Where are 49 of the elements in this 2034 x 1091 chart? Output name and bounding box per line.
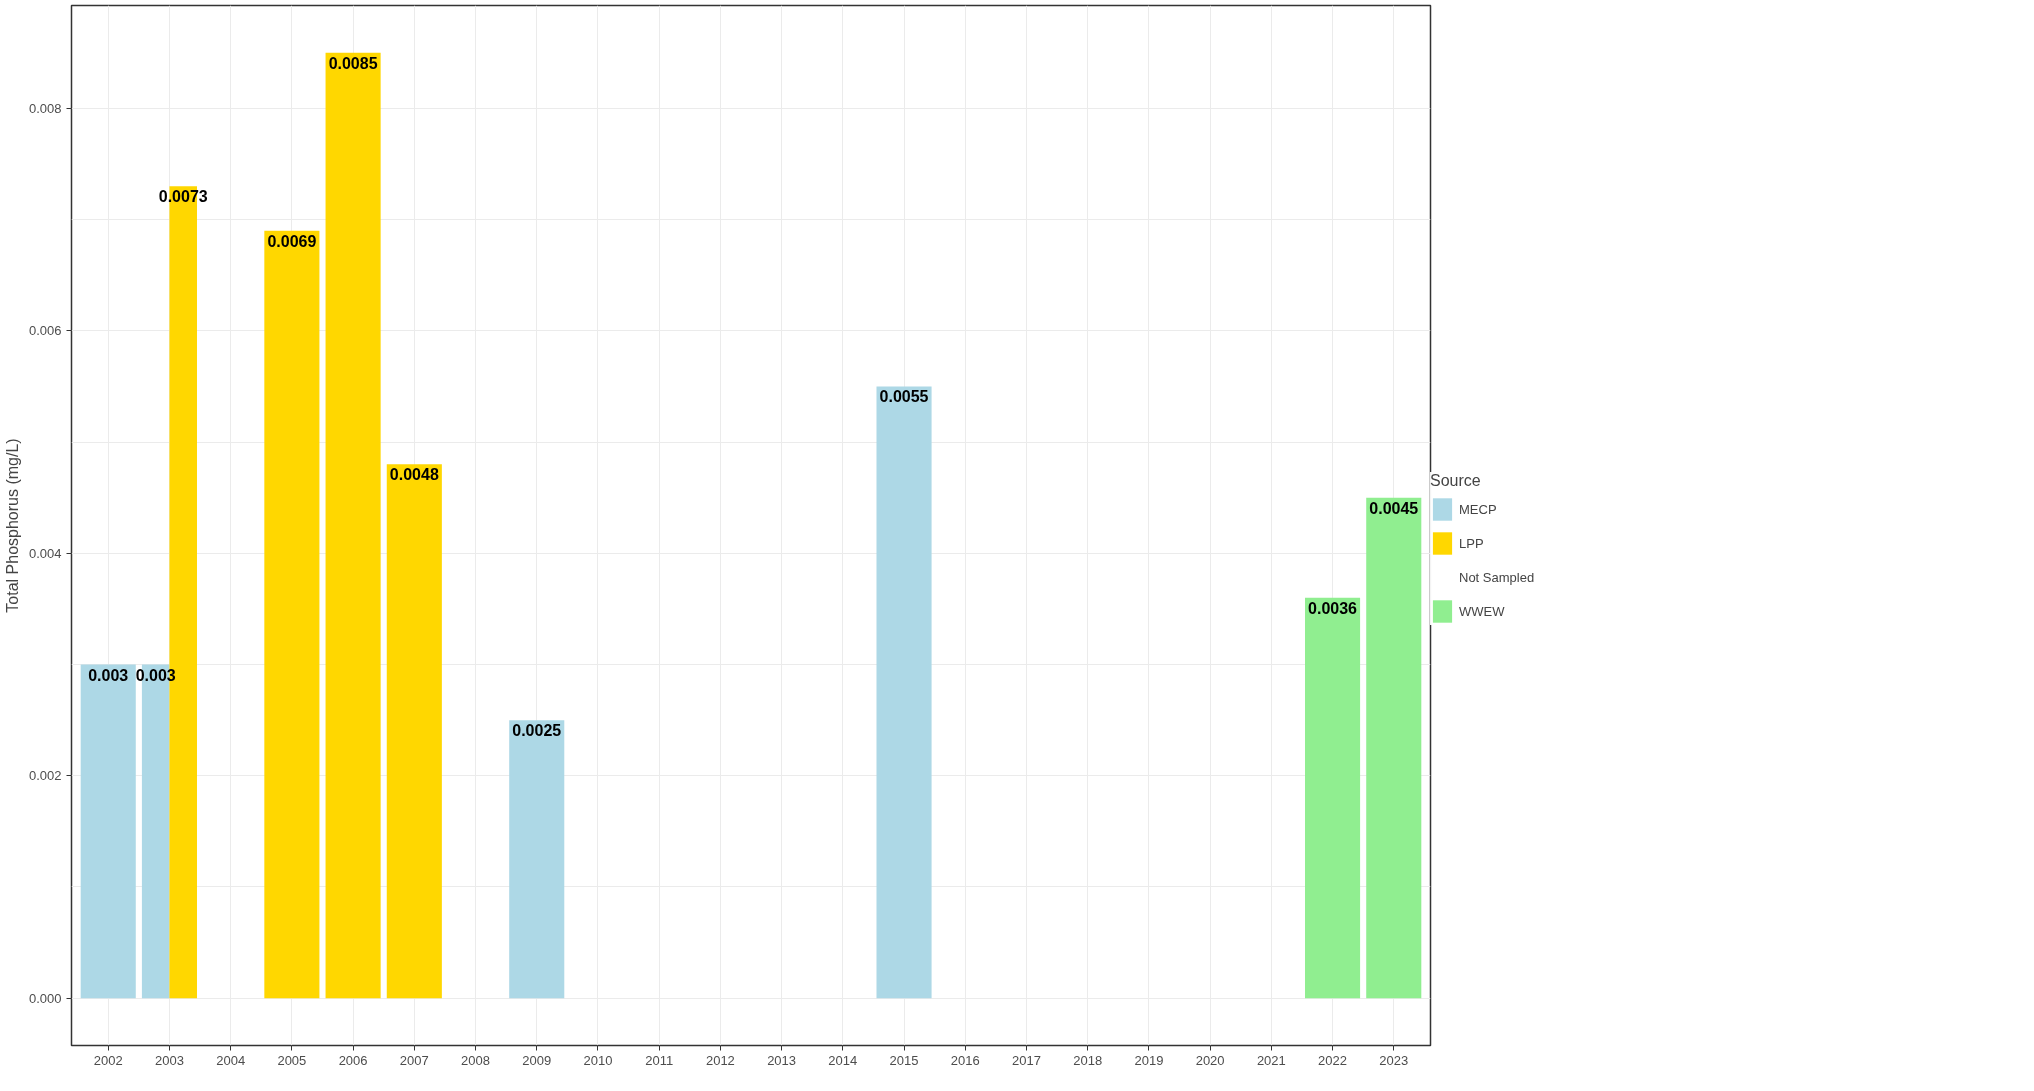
x-tick-label: 2012 <box>705 1052 735 1068</box>
y-tick-label: 0.008 <box>28 100 62 116</box>
x-tick-label: 2009 <box>522 1052 552 1068</box>
y-tick-label: 0.004 <box>28 545 62 561</box>
legend-title: Source <box>1430 472 1482 490</box>
bar <box>325 52 381 999</box>
x-tick-label: 2022 <box>1318 1052 1348 1068</box>
x-tick-label: 2015 <box>889 1052 919 1068</box>
x-tick-label: 2018 <box>1073 1052 1103 1068</box>
x-tick-label: 2013 <box>767 1052 797 1068</box>
bar <box>1366 497 1422 999</box>
x-tick-label: 2010 <box>583 1052 613 1068</box>
legend-label: LPP <box>1459 535 1484 551</box>
data-label: 0.0048 <box>389 466 439 484</box>
data-label: 0.0055 <box>879 388 929 406</box>
x-tick-label: 2004 <box>216 1052 246 1068</box>
x-tick-label: 2008 <box>461 1052 490 1068</box>
bar <box>509 720 565 999</box>
y-tick-label: 0.000 <box>28 990 62 1006</box>
y-tick-label: 0.006 <box>28 323 62 339</box>
data-label: 0.0085 <box>328 54 378 72</box>
x-tick-label: 2019 <box>1134 1052 1164 1068</box>
x-tick-label: 2003 <box>154 1052 184 1068</box>
x-tick-label: 2014 <box>828 1052 858 1068</box>
data-label: 0.0036 <box>1308 599 1358 617</box>
y-axis-title: Total Phosphorus (mg/L) <box>3 438 21 613</box>
legend-label: WWEW <box>1459 603 1505 619</box>
data-label: 0.0069 <box>267 232 317 250</box>
text: Not Sampled <box>1459 569 1535 585</box>
legend-label: MECP <box>1459 501 1497 517</box>
x-tick-label: 2005 <box>277 1052 307 1068</box>
x-tick-label: 2016 <box>950 1052 980 1068</box>
data-label: 0.0025 <box>512 722 562 740</box>
bar <box>876 386 932 999</box>
bar <box>386 464 442 999</box>
x-tick-label: 2023 <box>1379 1052 1409 1068</box>
x-tick-label: 2002 <box>93 1052 123 1068</box>
data-label: 0.003 <box>88 666 129 684</box>
data-label: 0.0045 <box>1369 499 1419 517</box>
x-tick-label: 2007 <box>399 1052 429 1068</box>
x-tick-label: 2006 <box>338 1052 368 1068</box>
x-tick-label: 2011 <box>645 1052 674 1068</box>
x-tick-label: 2017 <box>1012 1052 1041 1068</box>
y-tick-label: 0.002 <box>28 768 62 784</box>
x-tick-label: 2021 <box>1256 1052 1286 1068</box>
bar <box>1305 597 1361 999</box>
bar <box>80 664 136 999</box>
x-tick-label: 2020 <box>1195 1052 1225 1068</box>
bar <box>264 230 320 999</box>
